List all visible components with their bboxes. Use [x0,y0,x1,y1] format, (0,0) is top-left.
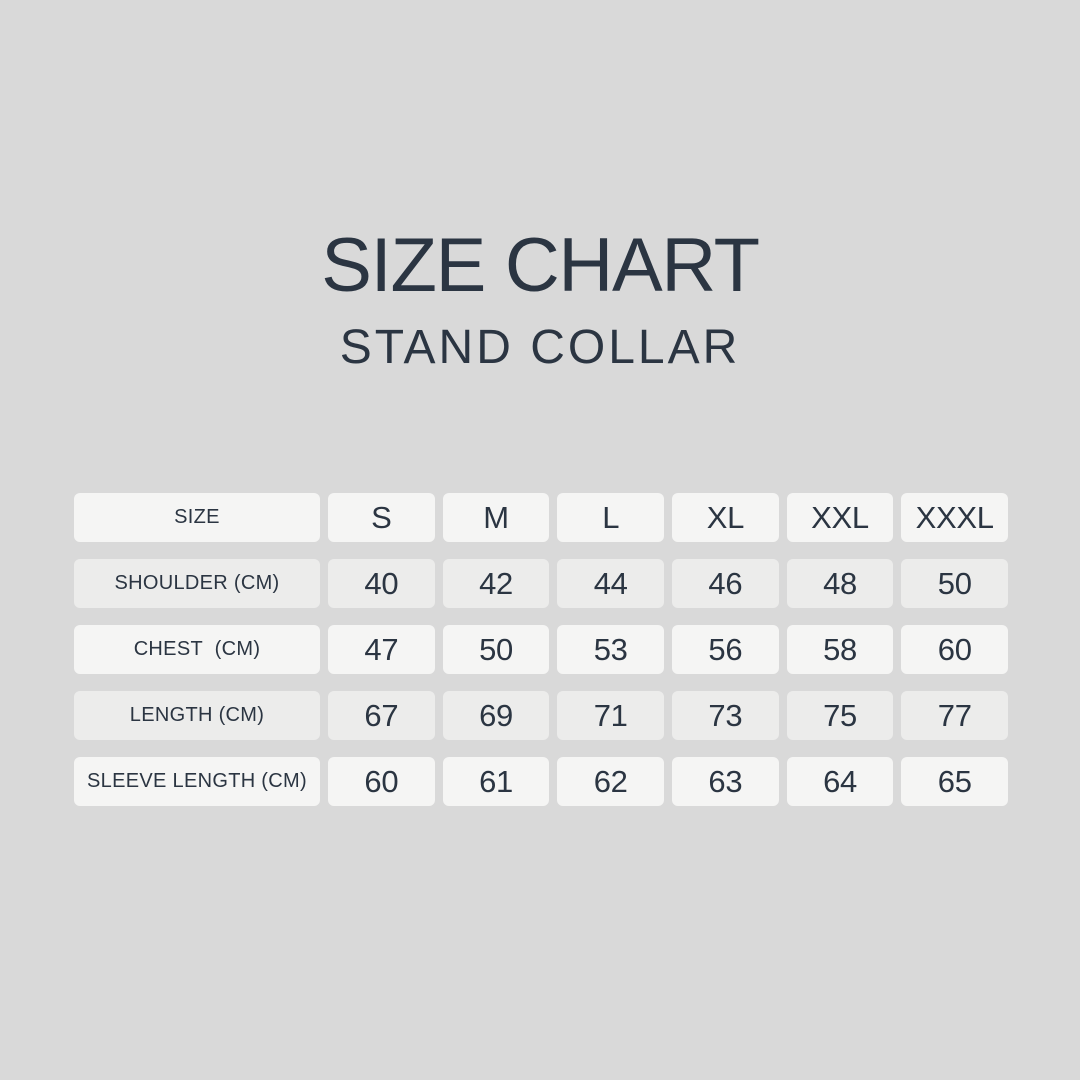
svg-text:STAND COLLAR: STAND COLLAR [340,321,741,374]
svg-text:SIZE CHART: SIZE CHART [321,223,758,308]
